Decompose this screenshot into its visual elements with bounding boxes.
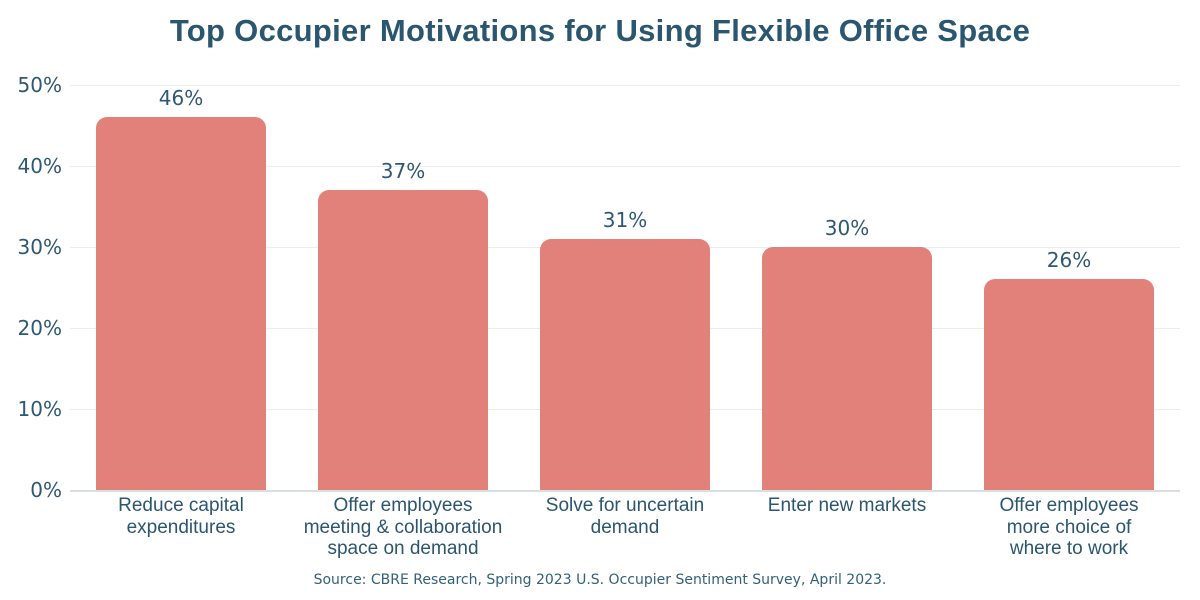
bar-value-label: 37%	[380, 159, 426, 184]
y-tick-label: 30%	[17, 235, 62, 259]
bar-slot: 37%	[292, 85, 514, 490]
category-label-line: more choice of	[1006, 516, 1132, 538]
bar-1	[96, 117, 266, 490]
bar-value-label: 26%	[1046, 248, 1092, 273]
bar-value-label: 30%	[824, 216, 870, 240]
gridline-50	[70, 85, 1180, 86]
category-label-line: Reduce capital	[118, 495, 244, 516]
bar-2	[318, 190, 488, 490]
category-label: Enter new markets	[736, 495, 958, 517]
bar-value-label: 31%	[602, 207, 648, 232]
category-label-line: Solve for uncertain	[545, 495, 705, 516]
bar-slot: 31%	[514, 85, 736, 490]
x-axis-baseline	[70, 490, 1180, 492]
category-label-line: meeting & collaboration	[303, 516, 503, 538]
y-tick-label: 40%	[17, 154, 62, 178]
category-label-line: Offer employees	[333, 495, 473, 516]
bar-4	[762, 247, 932, 490]
category-label: Reduce capital expenditures	[70, 495, 292, 538]
category-label: Offer employees more choice of where to wo…	[958, 495, 1180, 560]
bar-slot: 26%	[958, 85, 1180, 490]
source-note: Source: CBRE Research, Spring 2023 U.S. …	[313, 572, 887, 588]
category-label: Solve for uncertain demand	[514, 495, 736, 538]
chart-title: Top Occupier Motivations for Using Flexi…	[169, 13, 1031, 48]
x-axis: Reduce capital expenditures Offer employee…	[70, 495, 1180, 565]
category-label: Offer employees meeting & collaboration sp…	[292, 495, 514, 560]
bar-5	[984, 279, 1154, 490]
y-tick-label: 50%	[17, 73, 62, 97]
category-label-line: Offer employees	[999, 495, 1139, 516]
category-label-line: Enter new markets	[767, 495, 927, 516]
y-tick-label: 0%	[30, 478, 62, 502]
bar-slot: 46%	[70, 85, 292, 490]
category-label-line: where to work	[1009, 538, 1129, 560]
category-label-line: demand	[590, 516, 660, 538]
y-axis: 0% 10% 20% 30% 40% 50%	[0, 73, 62, 502]
bar-slot: 30%	[736, 85, 958, 490]
bar-value-label: 46%	[158, 86, 204, 111]
gridline-40	[70, 166, 1180, 167]
y-tick-label: 10%	[17, 397, 62, 421]
category-label-line: space on demand	[327, 538, 479, 560]
y-tick-label: 20%	[17, 316, 62, 340]
category-label-line: expenditures	[126, 516, 236, 538]
plot-area: 46% 37% 31% 30% 26%	[70, 85, 1180, 492]
bar-3	[540, 238, 710, 490]
